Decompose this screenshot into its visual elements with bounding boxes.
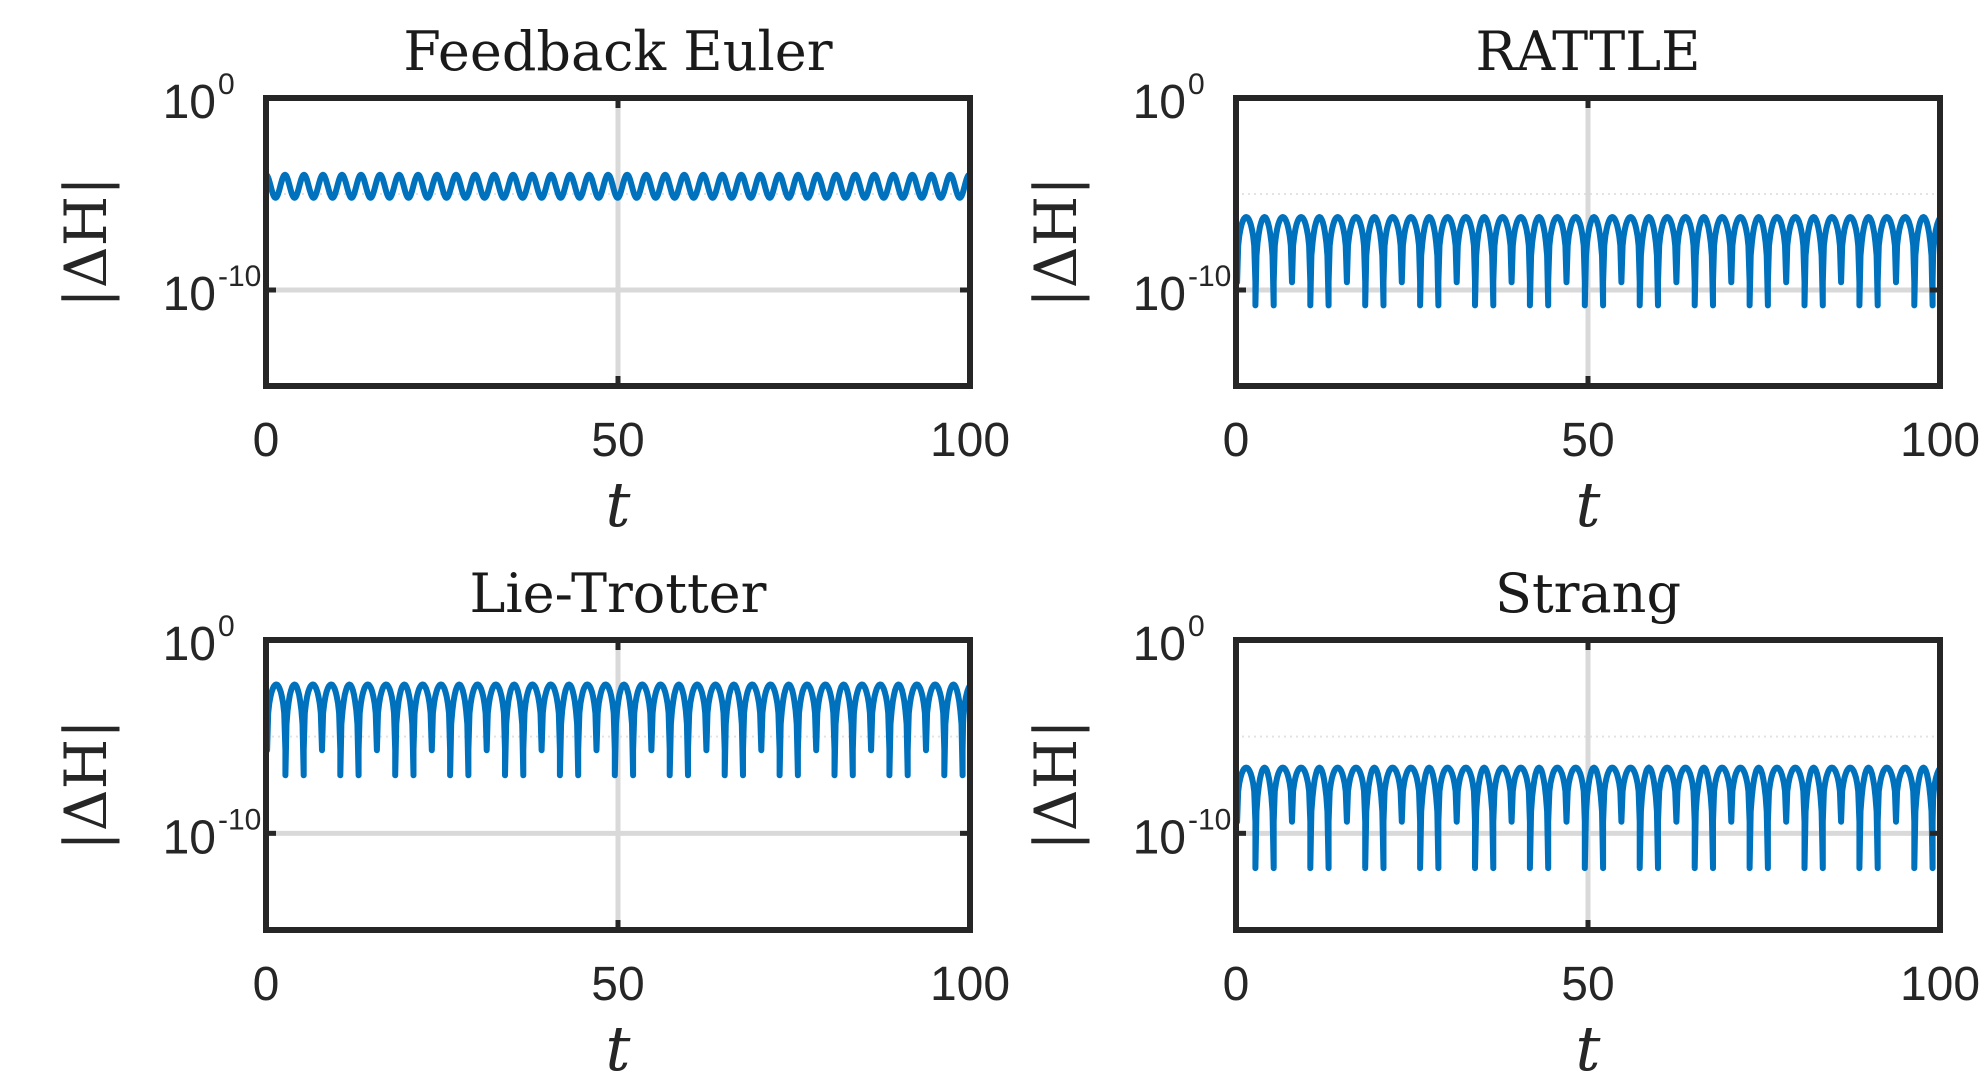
svg-text:10: 10 bbox=[1133, 811, 1186, 864]
subplot-title: RATTLE bbox=[1475, 20, 1700, 83]
y-tick-label: 10 -10 bbox=[163, 260, 262, 321]
svg-text:0: 0 bbox=[1188, 610, 1205, 643]
svg-text:10: 10 bbox=[163, 268, 216, 321]
y-tick-label: 10 -10 bbox=[163, 803, 262, 864]
x-axis-label: t bbox=[1576, 468, 1601, 541]
y-axis-label: |ΔH| bbox=[1022, 719, 1090, 851]
y-tick-label: 10 -10 bbox=[1133, 803, 1232, 864]
svg-text:-10: -10 bbox=[218, 803, 261, 836]
y-tick-label: 10 0 bbox=[163, 610, 235, 671]
subplot-title: Strang bbox=[1495, 562, 1681, 625]
svg-text:-10: -10 bbox=[1188, 803, 1231, 836]
x-axis-label: t bbox=[1576, 1012, 1601, 1085]
x-tick-label: 50 bbox=[591, 958, 644, 1011]
svg-text:10: 10 bbox=[1133, 268, 1186, 321]
y-tick-label: 10 -10 bbox=[1133, 260, 1232, 321]
series-line bbox=[266, 171, 970, 386]
x-axis-label: t bbox=[606, 468, 631, 541]
svg-text:10: 10 bbox=[1133, 76, 1186, 129]
x-axis-label: t bbox=[606, 1012, 631, 1085]
series-line bbox=[266, 681, 970, 930]
x-tick-label: 100 bbox=[930, 414, 1010, 467]
svg-text:-10: -10 bbox=[218, 260, 261, 293]
y-axis-label: |ΔH| bbox=[52, 719, 120, 851]
svg-text:10: 10 bbox=[1133, 618, 1186, 671]
subplot-title: Feedback Euler bbox=[403, 20, 832, 83]
x-tick-label: 50 bbox=[1561, 414, 1614, 467]
x-tick-label: 50 bbox=[1561, 958, 1614, 1011]
x-tick-label: 0 bbox=[253, 958, 280, 1011]
y-tick-label: 10 0 bbox=[163, 68, 235, 129]
series-line bbox=[1236, 214, 1940, 386]
svg-text:0: 0 bbox=[218, 610, 235, 643]
y-axis-label: |ΔH| bbox=[52, 176, 120, 308]
x-tick-label: 0 bbox=[253, 414, 280, 467]
x-tick-label: 100 bbox=[1900, 414, 1980, 467]
series-line bbox=[1236, 764, 1940, 930]
x-tick-label: 100 bbox=[1900, 958, 1980, 1011]
svg-text:10: 10 bbox=[163, 618, 216, 671]
x-tick-label: 50 bbox=[591, 414, 644, 467]
subplot-title: Lie-Trotter bbox=[470, 562, 767, 625]
svg-text:-10: -10 bbox=[1188, 260, 1231, 293]
svg-text:0: 0 bbox=[218, 68, 235, 101]
x-tick-label: 0 bbox=[1223, 414, 1250, 467]
y-tick-label: 10 0 bbox=[1133, 610, 1205, 671]
x-tick-label: 100 bbox=[930, 958, 1010, 1011]
svg-text:0: 0 bbox=[1188, 68, 1205, 101]
y-tick-label: 10 0 bbox=[1133, 68, 1205, 129]
y-axis-label: |ΔH| bbox=[1022, 176, 1090, 308]
x-tick-label: 0 bbox=[1223, 958, 1250, 1011]
svg-text:10: 10 bbox=[163, 76, 216, 129]
svg-text:10: 10 bbox=[163, 811, 216, 864]
